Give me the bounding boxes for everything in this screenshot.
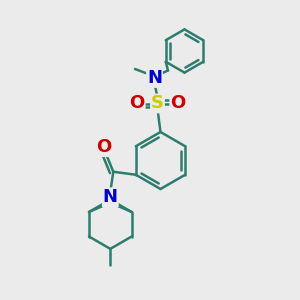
Text: O: O <box>170 94 185 112</box>
Text: N: N <box>147 69 162 87</box>
Text: N: N <box>103 188 118 206</box>
Text: O: O <box>96 138 111 156</box>
Text: S: S <box>151 94 164 112</box>
Text: O: O <box>130 94 145 112</box>
